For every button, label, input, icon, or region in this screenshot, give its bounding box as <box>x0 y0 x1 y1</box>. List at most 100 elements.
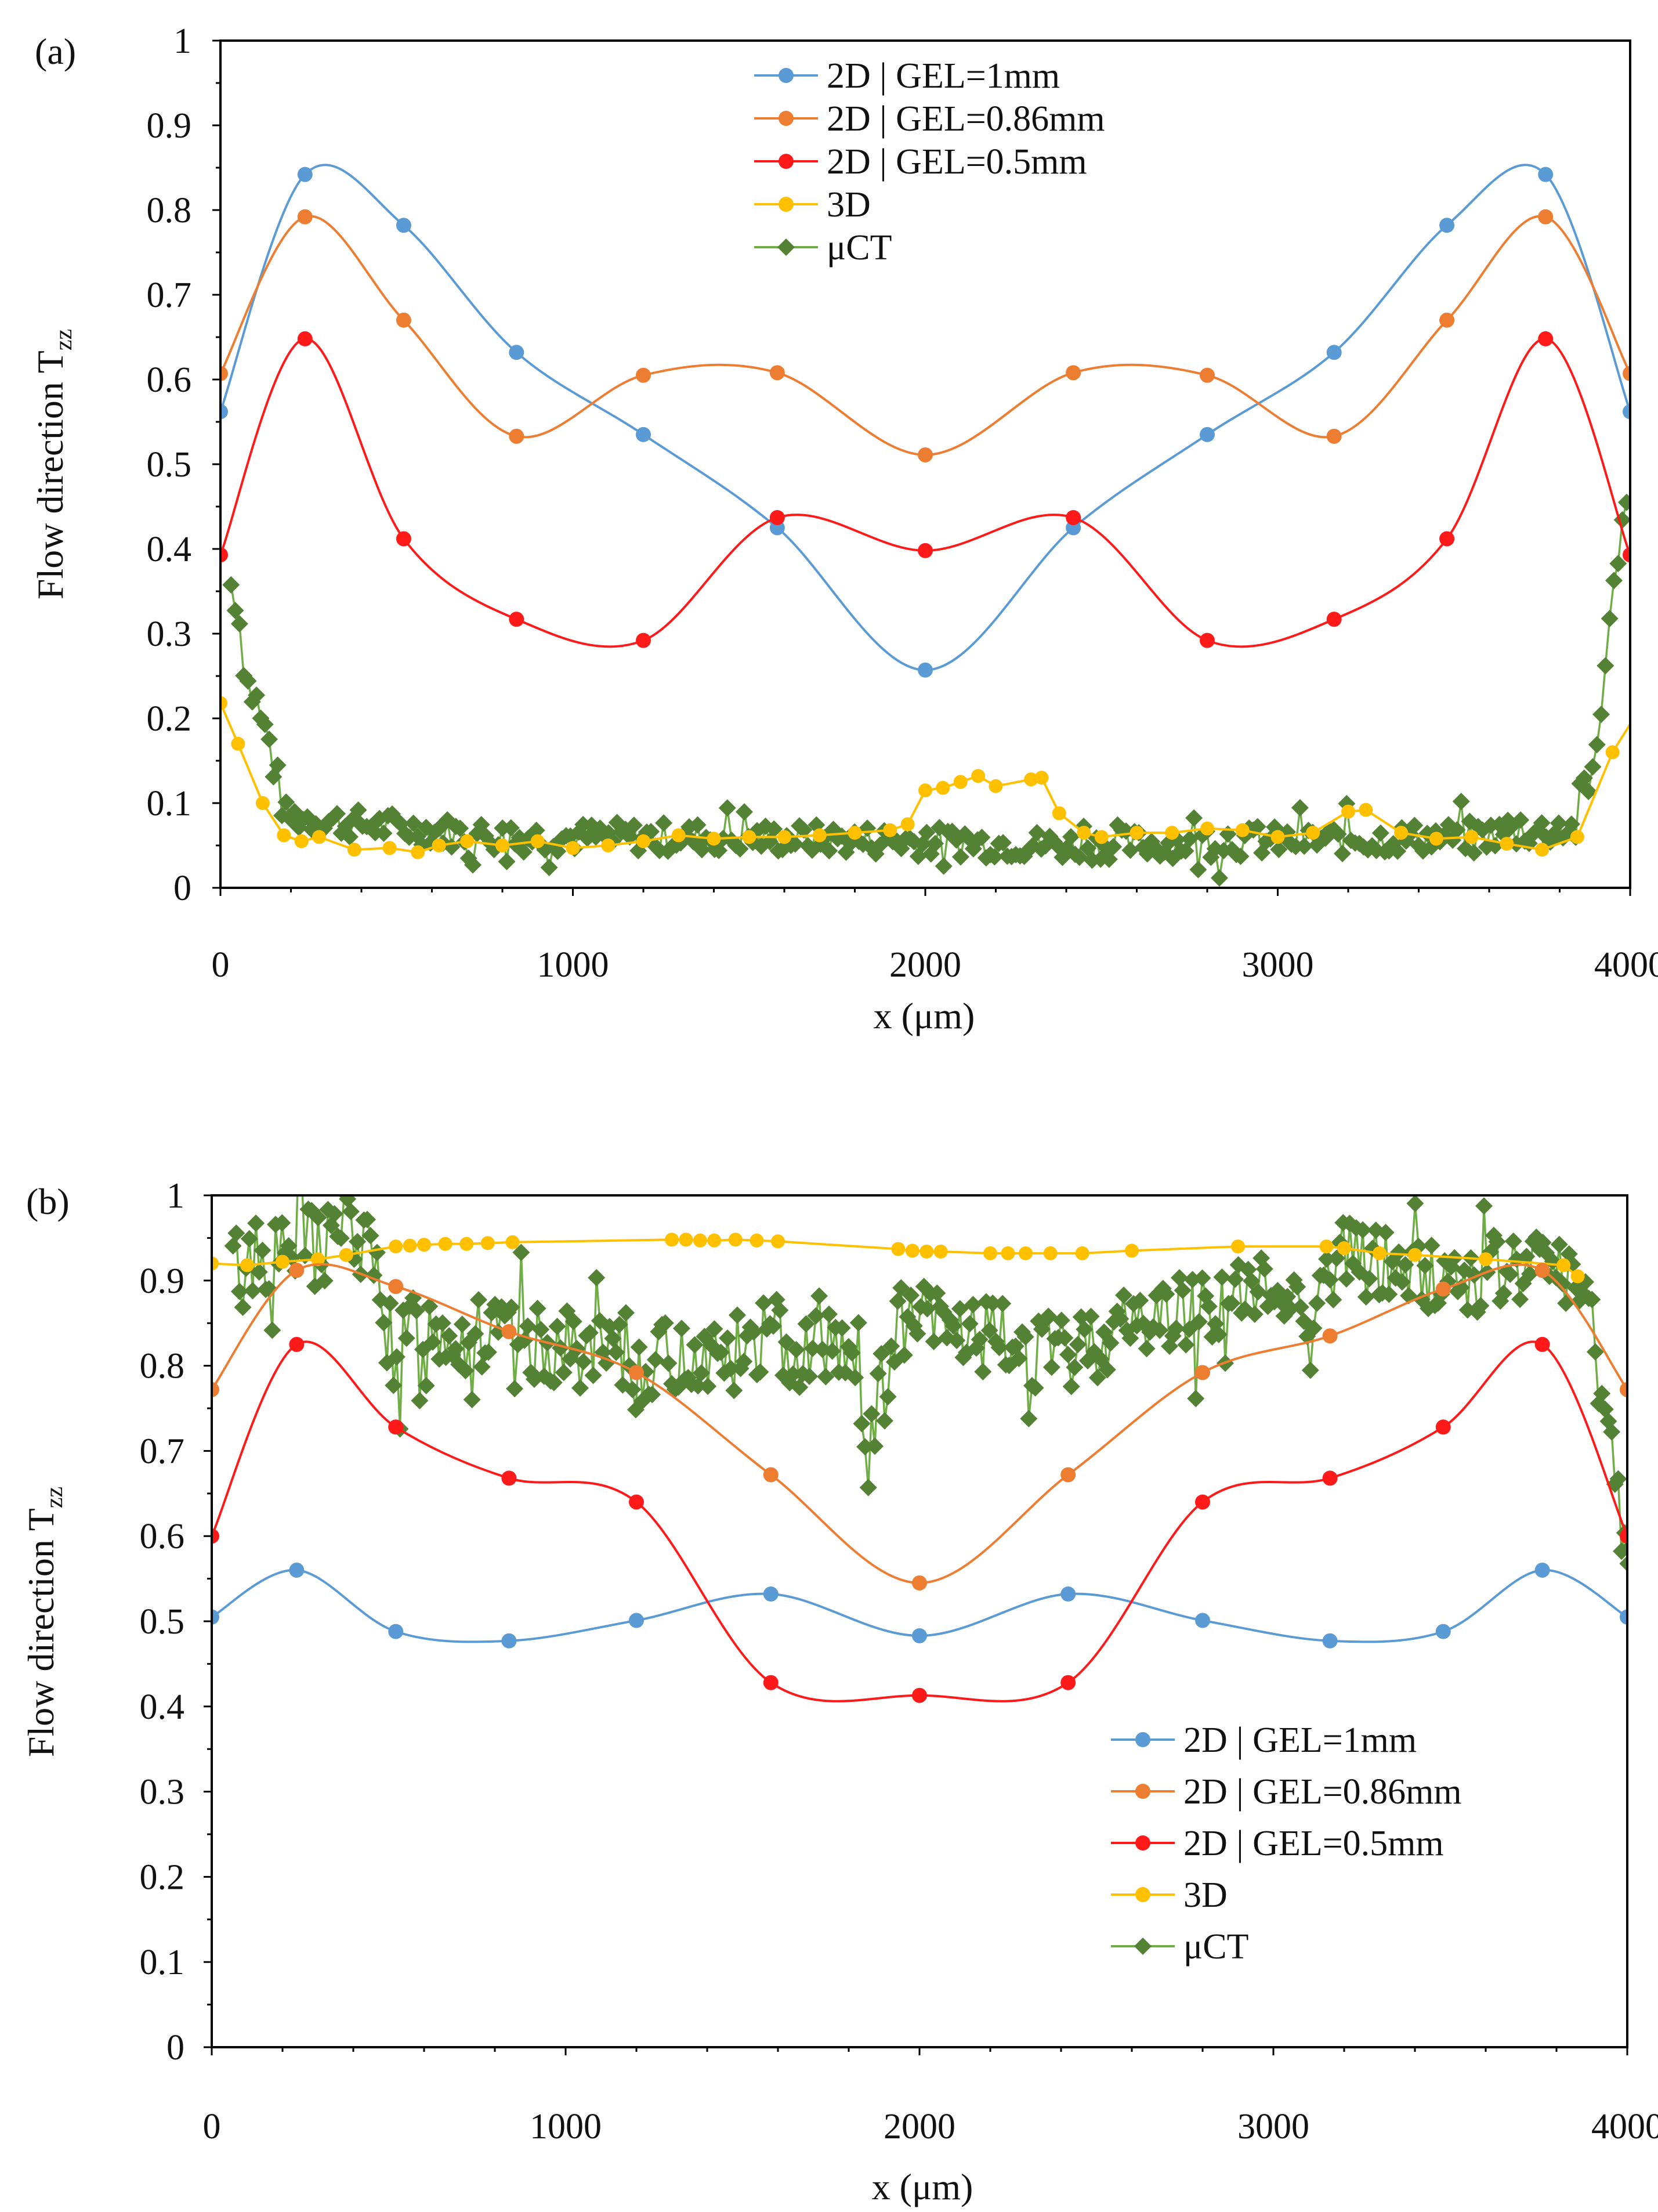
x-tick-label: 4000 <box>1591 2107 1658 2146</box>
data-point-uct <box>1512 811 1530 829</box>
data-point-gel05 <box>289 1336 305 1352</box>
data-point-uct <box>699 1378 717 1396</box>
data-point-uct <box>588 1268 606 1286</box>
data-point-d3 <box>1429 832 1443 846</box>
data-point-uct <box>332 1229 350 1247</box>
legend-label: 3D <box>827 185 871 225</box>
data-point-uct <box>457 1362 475 1380</box>
data-point-gel05 <box>1066 509 1081 525</box>
data-point-uct <box>244 1282 262 1300</box>
panel-a-chart: (a) 0 0.1 0.2 0.3 0.4 0.5 0.6 0.7 0.8 0.9 1 0 1000 2… <box>30 21 1658 1036</box>
data-point-uct <box>607 1343 625 1361</box>
data-point-uct <box>1416 1257 1434 1275</box>
data-point-gel05 <box>769 509 785 525</box>
data-point-uct <box>1334 845 1352 863</box>
series-d3 <box>220 696 1630 859</box>
data-point-d3 <box>411 845 425 859</box>
data-point-gel1 <box>1435 1624 1451 1639</box>
data-point-uct <box>990 1339 1008 1357</box>
data-point-d3 <box>438 1237 452 1251</box>
y-tick-label: 1 <box>166 1176 184 1216</box>
data-point-gel1 <box>396 218 411 233</box>
data-point-uct <box>1521 1265 1539 1283</box>
data-point-d3 <box>311 1252 325 1267</box>
panel-a-series <box>220 164 1630 887</box>
data-point-uct <box>263 1321 281 1339</box>
y-tick-label: 0.7 <box>140 1432 185 1471</box>
data-point-uct <box>1010 1350 1028 1368</box>
data-point-uct <box>765 820 783 838</box>
data-point-uct <box>1062 828 1080 846</box>
data-point-uct <box>423 1333 441 1351</box>
data-point-uct <box>725 1382 743 1400</box>
panel-a-y-axis-title: Flow direction Tzz <box>30 329 77 599</box>
data-point-d3 <box>212 1256 219 1271</box>
data-point-uct <box>342 1202 360 1220</box>
legend-item-d3: 3D <box>754 185 871 225</box>
data-point-gel1 <box>918 662 933 678</box>
data-point-gel086 <box>1200 367 1215 383</box>
data-point-d3 <box>1570 1269 1585 1284</box>
data-point-uct <box>289 1151 307 1168</box>
panel-b-legend: 2D | GEL=1mm 2D | GEL=0.86mm 2D | GEL=0.5m… <box>1111 1721 1462 1967</box>
data-point-uct <box>256 715 274 733</box>
data-point-uct <box>555 1364 573 1382</box>
data-point-d3 <box>919 1244 934 1259</box>
data-point-uct <box>224 1237 242 1255</box>
data-point-uct <box>974 1362 992 1380</box>
data-point-d3 <box>1019 1246 1033 1260</box>
legend-swatch-marker <box>779 111 794 126</box>
data-point-uct <box>961 1315 979 1333</box>
data-point-uct <box>672 1320 690 1338</box>
legend-item-gel1: 2D | GEL=1mm <box>754 56 1060 96</box>
data-point-gel086 <box>918 447 933 462</box>
panel-b-label: (b) <box>26 1181 70 1222</box>
data-point-uct <box>1396 1256 1414 1274</box>
data-point-uct <box>1167 1320 1185 1338</box>
data-point-uct <box>1301 1361 1319 1379</box>
data-point-uct <box>718 799 736 817</box>
data-point-gel1 <box>501 1633 517 1649</box>
data-point-uct <box>951 848 969 866</box>
data-point-uct <box>926 834 944 852</box>
data-point-uct <box>817 1368 835 1386</box>
data-point-uct <box>712 1343 730 1361</box>
data-point-uct <box>1270 840 1288 858</box>
data-point-uct <box>1605 572 1623 590</box>
data-point-uct <box>1187 1390 1205 1408</box>
data-point-gel05 <box>1439 531 1455 547</box>
y-tick-label: 0.3 <box>147 615 192 654</box>
panel-b-chart: (b) 0 0.1 0.2 0.3 0.4 0.5 0.6 0.7 0.8 0.9 1 0 1000 2… <box>20 1151 1658 2207</box>
data-point-uct <box>973 829 991 847</box>
data-point-d3 <box>636 834 650 848</box>
data-point-d3 <box>505 1235 520 1249</box>
y-tick-label: 0 <box>166 2028 184 2068</box>
data-point-uct <box>247 1214 265 1232</box>
data-point-uct <box>1112 1310 1130 1328</box>
data-point-uct <box>453 1315 471 1333</box>
data-point-d3 <box>1034 771 1049 785</box>
data-point-uct <box>1422 1237 1440 1255</box>
data-point-gel1 <box>388 1624 404 1639</box>
data-point-uct <box>617 1304 635 1322</box>
data-point-d3 <box>728 1232 743 1247</box>
data-point-d3 <box>1094 830 1109 844</box>
data-point-d3 <box>389 1239 403 1254</box>
data-point-uct <box>1609 1470 1627 1488</box>
data-point-uct <box>1550 814 1568 832</box>
data-point-uct <box>875 1412 893 1430</box>
data-point-uct <box>1575 769 1593 787</box>
legend-label: μCT <box>1183 1927 1248 1967</box>
data-point-uct <box>1219 825 1237 843</box>
data-point-gel086 <box>769 365 785 381</box>
data-point-uct <box>731 840 749 858</box>
data-point-uct <box>447 1340 465 1358</box>
data-point-d3 <box>707 832 721 846</box>
x-tick-label: 3000 <box>1237 2107 1309 2146</box>
data-point-d3 <box>495 838 509 852</box>
data-point-d3 <box>1535 843 1550 857</box>
panel-a-y-axis-title-sub: zz <box>50 329 77 350</box>
data-point-d3 <box>1024 772 1038 787</box>
data-point-uct <box>1324 1291 1342 1309</box>
